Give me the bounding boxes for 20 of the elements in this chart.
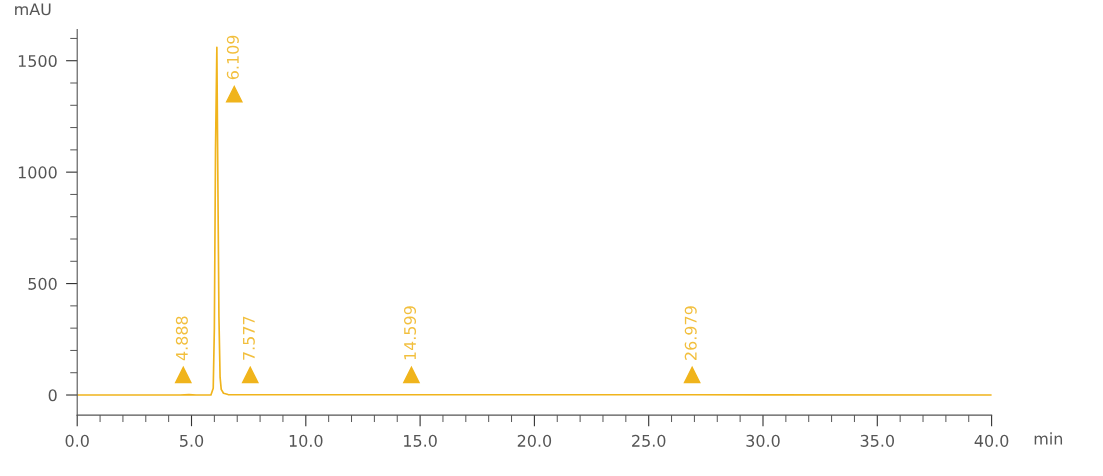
- x-tick-label: 20.0: [517, 434, 552, 447]
- annotation: 4.888: [175, 316, 188, 361]
- x-axis-title: min: [1034, 432, 1063, 445]
- y-axis-title: mAU: [15, 3, 51, 16]
- x-tick-label: 10.0: [289, 434, 323, 447]
- x-tick-label: 15.0: [404, 434, 437, 447]
- x-tick-label: 0.0: [65, 434, 89, 447]
- y-tick-label: 500: [28, 277, 57, 290]
- annotation: 14.599: [403, 306, 417, 360]
- y-tick-label: 1500: [18, 54, 57, 68]
- x-tick-label: 30.0: [746, 434, 780, 447]
- y-tick-label: 0: [48, 389, 57, 402]
- x-tick-label: 40.0: [974, 434, 1009, 447]
- annotation: 26.979: [684, 306, 697, 360]
- y-tick-label: 1000: [18, 166, 57, 179]
- annotation: 7.577: [243, 316, 255, 360]
- annotation: 6.109: [226, 35, 239, 80]
- x-tick-label: 25.0: [632, 434, 666, 447]
- x-tick-label: 35.0: [860, 434, 895, 447]
- x-tick-label: 5.0: [180, 434, 204, 447]
